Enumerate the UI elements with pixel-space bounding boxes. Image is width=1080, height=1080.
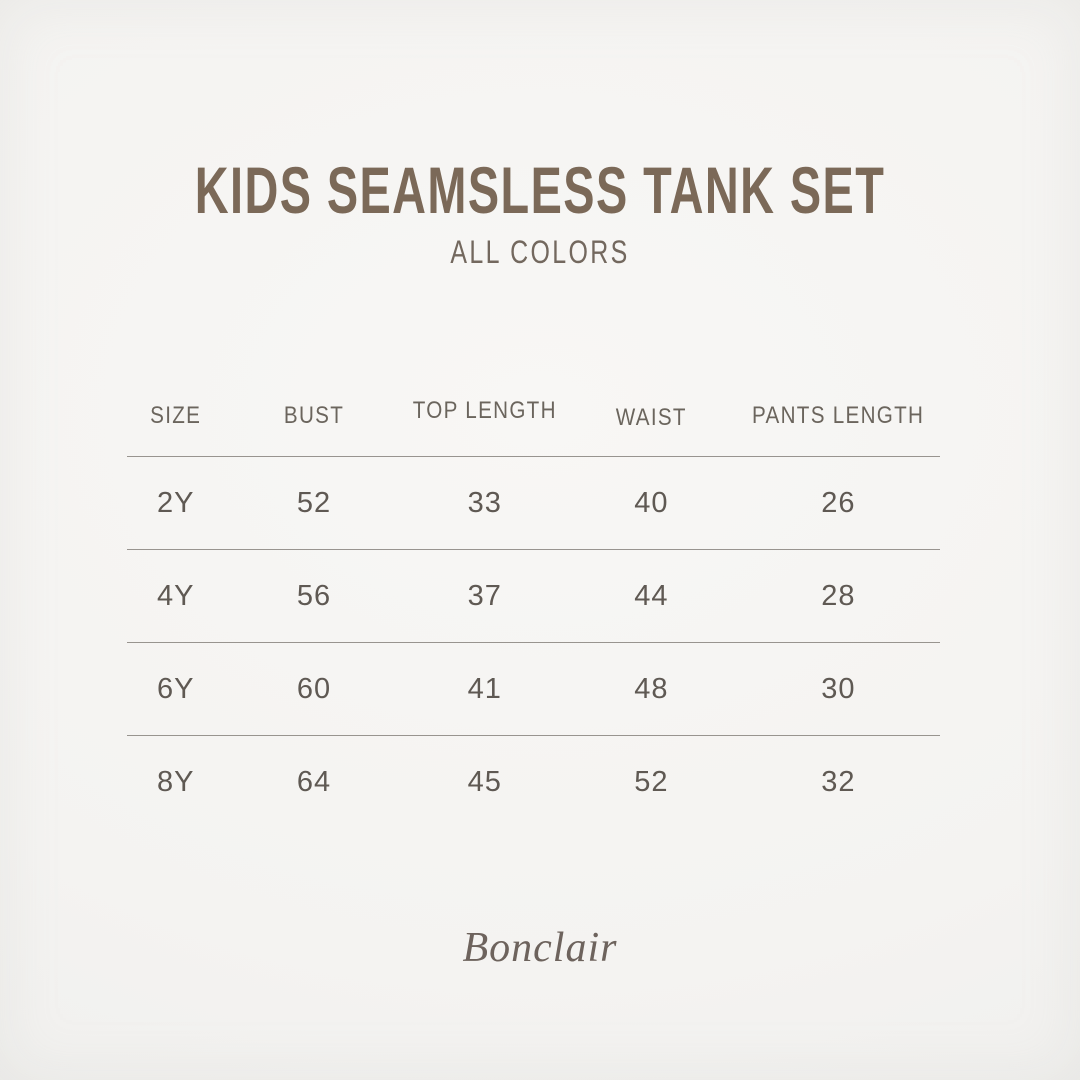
page-title: KIDS SEAMSLESS TANK SET — [194, 153, 886, 227]
header-cell-top-length: TOP LENGTH — [403, 375, 566, 456]
header-label: PANTS LENGTH — [752, 401, 925, 429]
table-row-2y: 2Y 52 33 40 26 — [127, 457, 940, 550]
measurement-cell: 52 — [634, 765, 669, 798]
measurement-cell: 37 — [467, 579, 502, 612]
measurement-cell: 60 — [296, 672, 332, 705]
measurement-cell: 30 — [821, 672, 856, 705]
header-cell-pants-length: PANTS LENGTH — [737, 375, 940, 456]
table-row-6y: 6Y 60 41 48 30 — [127, 643, 940, 736]
header-cell-bust: BUST — [225, 375, 404, 456]
size-cell: 8Y — [157, 765, 195, 798]
measurement-cell: 52 — [296, 486, 332, 519]
measurement-cell: 56 — [296, 579, 332, 612]
table-row-4y: 4Y 56 37 44 28 — [127, 550, 940, 643]
size-cell: 6Y — [157, 672, 195, 705]
size-table: SIZE BUST TOP LENGTH WAIST PANTS LENGTH 2Y 52… — [127, 375, 940, 828]
table-header-row: SIZE BUST TOP LENGTH WAIST PANTS LENGTH — [127, 375, 940, 457]
measurement-cell: 40 — [634, 486, 669, 519]
header-label: BUST — [283, 401, 345, 429]
measurement-cell: 32 — [821, 765, 856, 798]
measurement-cell: 33 — [467, 486, 502, 519]
header-label: TOP LENGTH — [412, 396, 557, 424]
measurement-cell: 44 — [634, 579, 669, 612]
measurement-cell: 48 — [634, 672, 669, 705]
brand-logo: Bonclair — [462, 925, 618, 971]
measurement-cell: 41 — [467, 672, 502, 705]
header-cell-waist: WAIST — [566, 375, 737, 456]
size-cell: 2Y — [157, 486, 195, 519]
measurement-cell: 26 — [821, 486, 856, 519]
measurement-cell: 64 — [296, 765, 332, 798]
header-cell-size: SIZE — [127, 375, 225, 456]
header-label: WAIST — [615, 403, 687, 431]
measurement-cell: 45 — [467, 765, 502, 798]
header-label: SIZE — [150, 401, 202, 429]
measurement-cell: 28 — [821, 579, 856, 612]
page-subtitle: ALL COLORS — [450, 234, 630, 270]
table-row-8y: 8Y 64 45 52 32 — [127, 736, 940, 828]
size-cell: 4Y — [157, 579, 195, 612]
table-body: 2Y 52 33 40 26 4Y 56 37 44 28 6Y 60 41 48 30 8Y 64 45 52 32 — [127, 457, 940, 828]
